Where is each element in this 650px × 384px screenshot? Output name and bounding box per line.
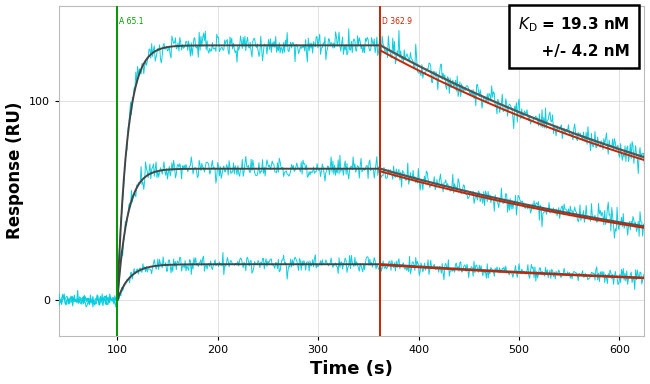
Text: A 65.1: A 65.1 — [119, 17, 144, 26]
Text: D 362.9: D 362.9 — [382, 17, 412, 26]
Y-axis label: Response (RU): Response (RU) — [6, 102, 23, 239]
X-axis label: Time (s): Time (s) — [310, 361, 393, 379]
Text: $\mathit{K}_\mathrm{D}$ = 19.3 nM
  +/- 4.2 nM: $\mathit{K}_\mathrm{D}$ = 19.3 nM +/- 4.… — [518, 15, 630, 59]
